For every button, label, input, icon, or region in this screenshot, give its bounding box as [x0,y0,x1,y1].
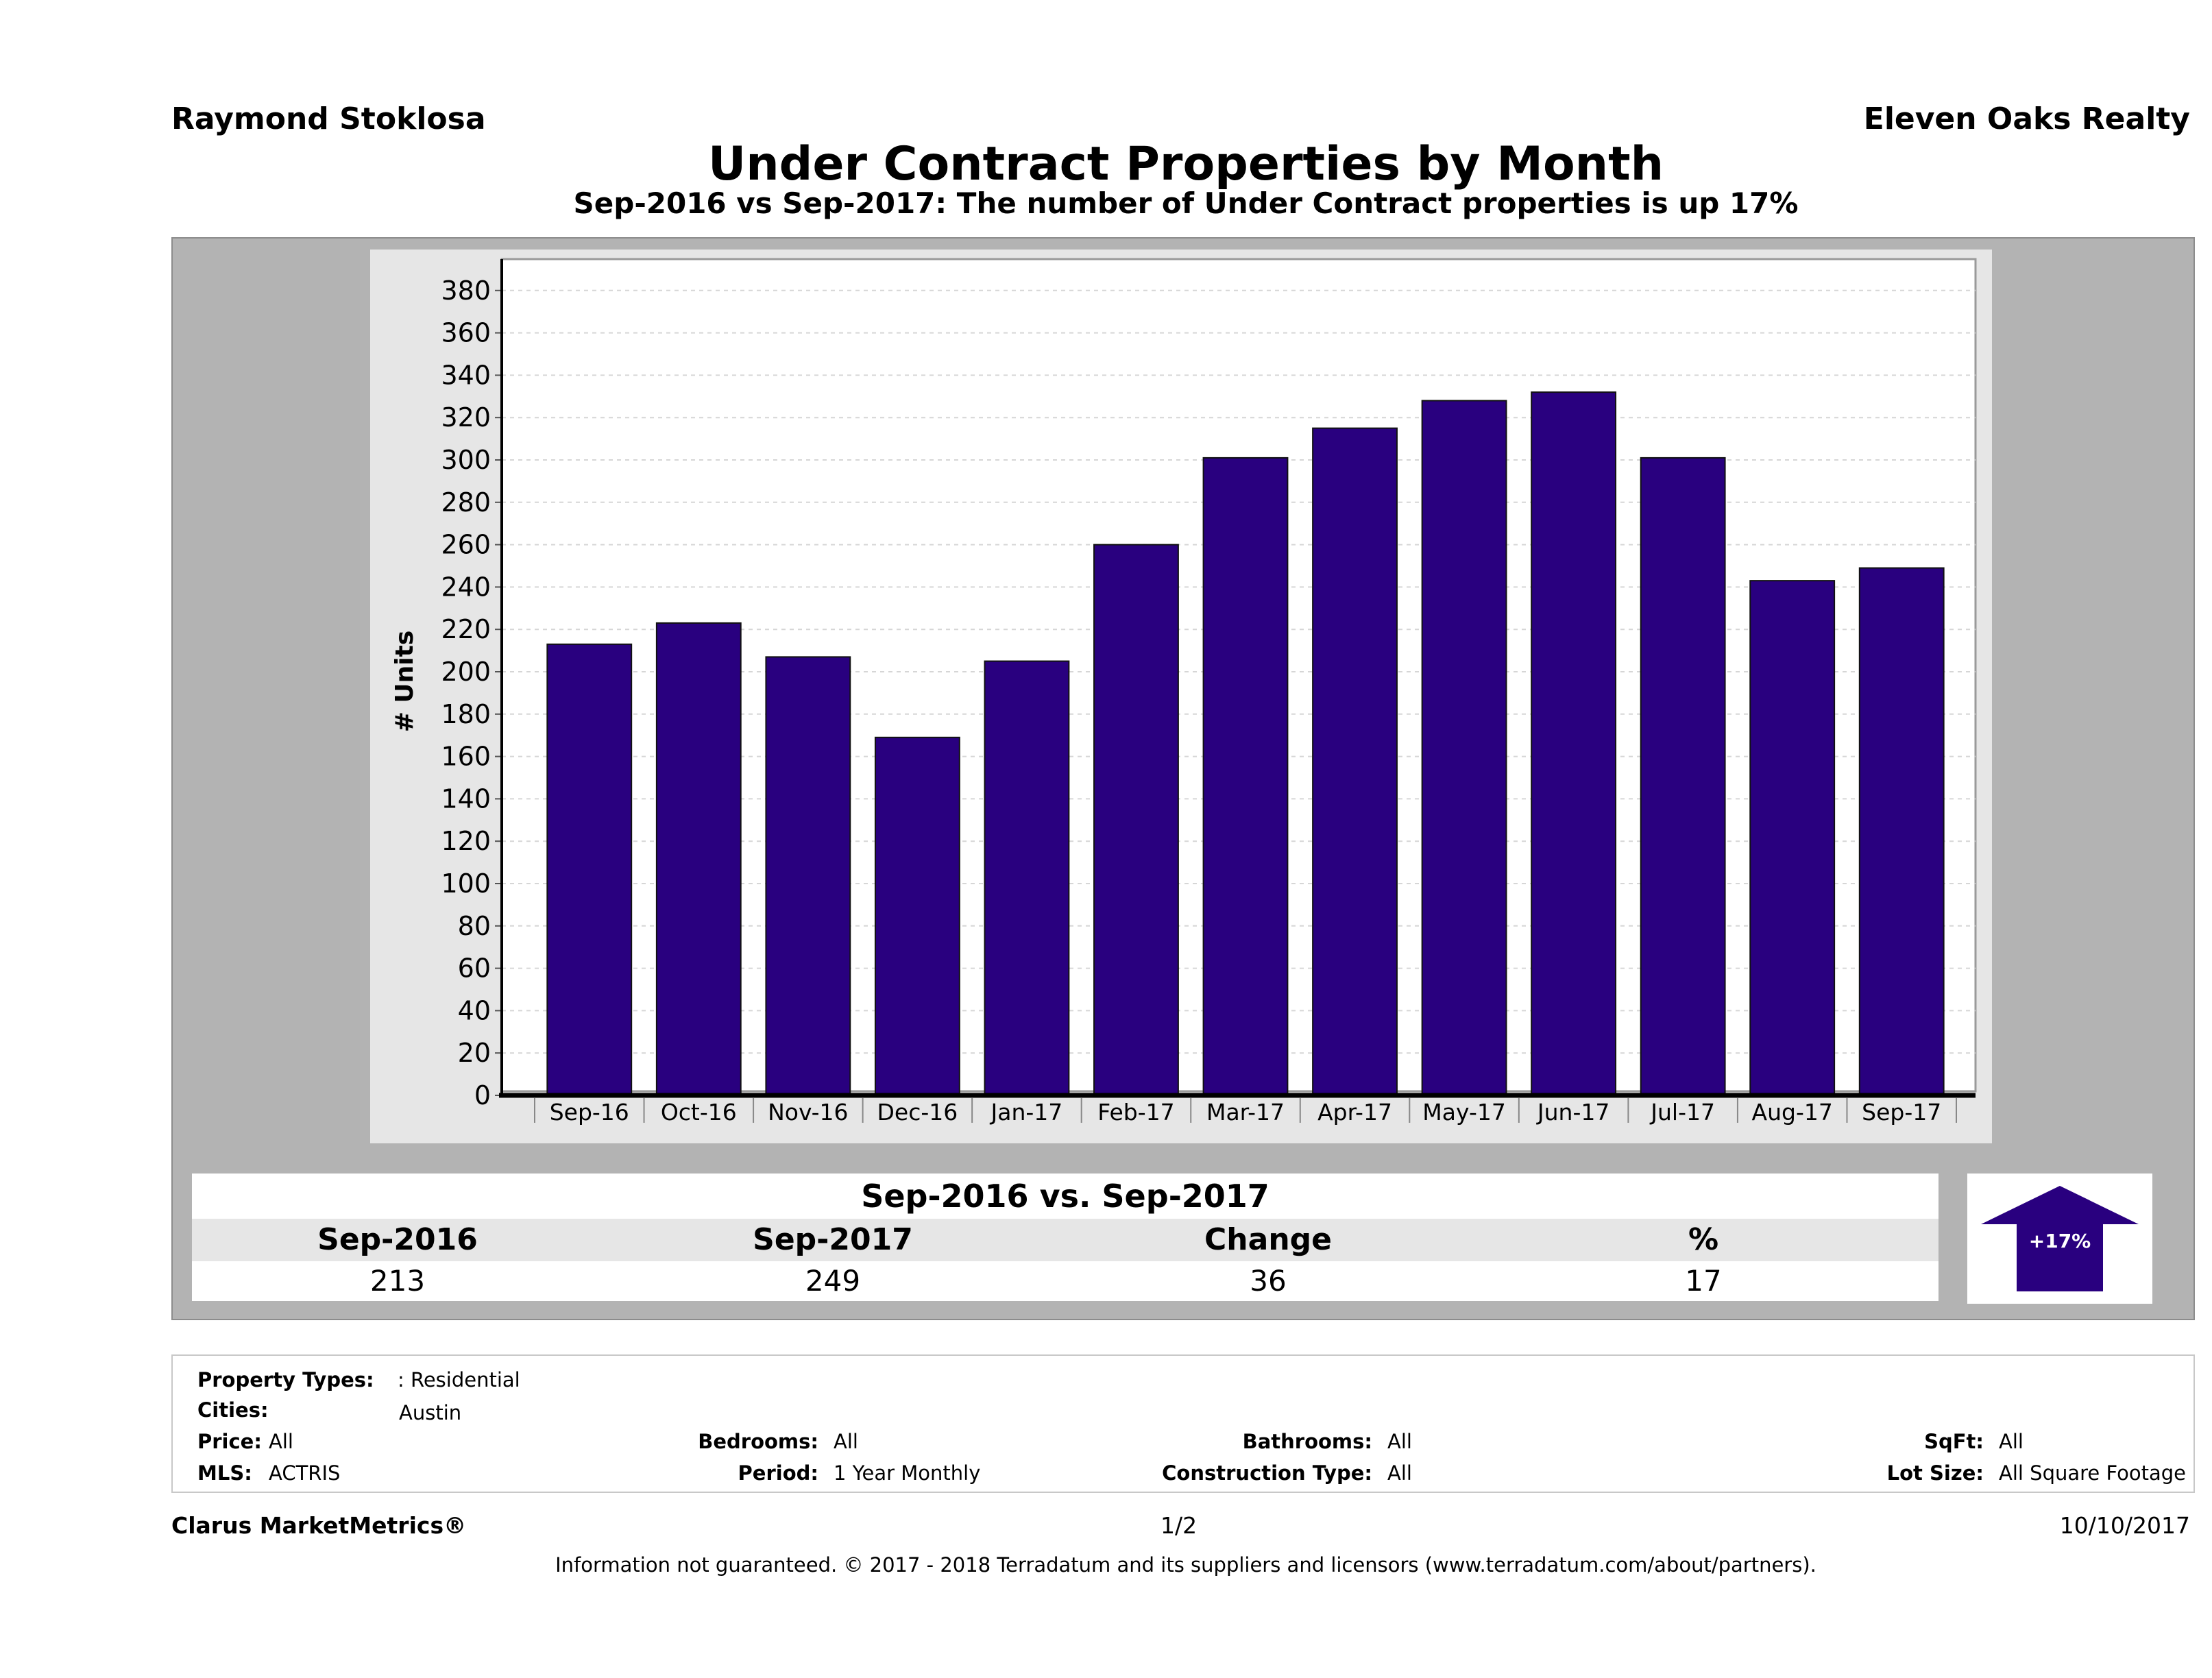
y-tick-label: 200 [441,657,491,687]
comparison-header-row: Sep-2016 Sep-2017 Change % [192,1219,1938,1261]
price-label: Price: [197,1430,262,1453]
bar-jan-17 [984,660,1070,1096]
x-tick-label: Nov-16 [768,1099,848,1126]
value-start: 213 [369,1264,426,1298]
y-tick-label: 80 [458,911,491,941]
y-tick-label: 100 [441,868,491,899]
y-tick-label: 240 [441,572,491,602]
y-tick-label: 380 [441,276,491,306]
sqft-value: All [1999,1430,2023,1453]
chart-subtitle: Sep-2016 vs Sep-2017: The number of Unde… [573,186,1799,220]
period-label: Period: [738,1461,818,1485]
search-parameters: Property Types: : Residential Cities: Au… [171,1354,2195,1493]
mls-label: MLS: [197,1461,252,1485]
bathrooms-value: All [1387,1430,1412,1453]
y-tick-label: 280 [441,487,491,518]
bar-dec-16 [874,736,960,1096]
bar-chart: 0 20 40 60 80 100 120 140 160 180 200 220 240 260 280 3… [391,258,1977,1126]
value-change: 36 [1250,1264,1287,1298]
x-tick-label: Sep-16 [550,1099,629,1126]
y-tick-label: 20 [458,1038,491,1068]
x-tick-label: Dec-16 [877,1099,958,1126]
lot-size-label: Lot Size: [1886,1461,1984,1485]
x-tick-label: Jul-17 [1649,1099,1715,1126]
bedrooms-value: All [834,1430,858,1453]
x-tick-label: Apr-17 [1317,1099,1392,1126]
x-ticks: Sep-16 Oct-16 Nov-16 Dec-16 Jan-17 Feb-17 Mar-… [534,1098,1957,1126]
change-badge: +17% [1967,1174,2152,1304]
y-tick-label: 320 [441,402,491,433]
x-tick-label: Jun-17 [1536,1099,1609,1126]
cities-label: Cities: [197,1398,269,1422]
period-value: 1 Year Monthly [834,1461,981,1485]
y-tick-label: 300 [441,445,491,475]
grid-lines [502,289,1976,1054]
y-tick-label: 160 [441,742,491,772]
x-tick-label: Mar-17 [1206,1099,1285,1126]
y-ticks: 0 20 40 60 80 100 120 140 160 180 200 220 240 260 280 3… [441,276,502,1110]
bedrooms-label: Bedrooms: [698,1430,818,1453]
y-tick-label: 360 [441,318,491,348]
y-tick-label: 260 [441,530,491,560]
x-tick-label: Sep-17 [1862,1099,1941,1126]
bar-sep-17 [1858,567,1945,1096]
bar-may-17 [1421,400,1507,1097]
column-header-start: Sep-2016 [317,1222,478,1257]
bar-nov-16 [765,656,851,1096]
y-tick-label: 120 [441,826,491,856]
property-types-label: Property Types: [197,1368,374,1391]
sqft-label: SqFt: [1924,1430,1984,1453]
brokerage-name: Eleven Oaks Realty [1863,101,2190,136]
construction-type-label: Construction Type: [1162,1461,1372,1485]
x-tick-label: Feb-17 [1097,1099,1174,1126]
product-name: Clarus MarketMetrics® [171,1512,467,1539]
construction-type-value: All [1387,1461,1412,1485]
x-tick-label: Aug-17 [1752,1099,1833,1126]
agent-name: Raymond Stoklosa [171,101,486,136]
y-tick-label: 0 [474,1080,491,1110]
x-tick-label: Oct-16 [661,1099,737,1126]
column-header-percent: % [1688,1222,1719,1257]
bars [546,391,1945,1097]
bathrooms-label: Bathrooms: [1242,1430,1372,1453]
column-header-change: Change [1204,1222,1332,1257]
value-end: 249 [805,1264,861,1298]
y-tick-label: 220 [441,614,491,644]
mls-value: ACTRIS [269,1461,341,1485]
y-axis-label: # Units [391,631,419,733]
bar-jul-17 [1640,457,1726,1097]
cities-value: Austin [399,1401,462,1424]
y-tick-label: 180 [441,699,491,729]
report-date: 10/10/2017 [2059,1512,2190,1539]
bar-oct-16 [655,622,742,1096]
bar-apr-17 [1312,427,1398,1096]
y-tick-label: 60 [458,953,491,984]
column-header-end: Sep-2017 [753,1222,913,1257]
property-types-value: : Residential [398,1368,520,1391]
page-number: 1/2 [1160,1512,1198,1539]
y-tick-label: 40 [458,995,491,1025]
bar-aug-17 [1749,580,1836,1096]
bar-sep-16 [546,643,633,1096]
bar-feb-17 [1093,544,1179,1097]
comparison-value-row: 213 249 36 17 [192,1261,1938,1301]
bar-mar-17 [1202,457,1289,1097]
comparison-table: Sep-2016 vs. Sep-2017 Sep-2016 Sep-2017 … [192,1165,1938,1306]
comparison-heading: Sep-2016 vs. Sep-2017 [192,1174,1938,1219]
price-value: All [269,1430,293,1453]
x-tick-label: Jan-17 [990,1099,1063,1126]
y-tick-label: 340 [441,360,491,390]
chart-title: Under Contract Properties by Month [708,137,1664,191]
up-arrow-icon: +17% [1981,1186,2139,1291]
lot-size-value: All Square Footage [1999,1461,2187,1485]
value-percent: 17 [1685,1264,1722,1298]
x-tick-label: May-17 [1422,1099,1506,1126]
change-badge-label: +17% [2029,1230,2091,1252]
disclaimer: Information not guaranteed. © 2017 - 201… [555,1553,1816,1577]
y-tick-label: 140 [441,783,491,814]
bar-jun-17 [1531,391,1617,1096]
